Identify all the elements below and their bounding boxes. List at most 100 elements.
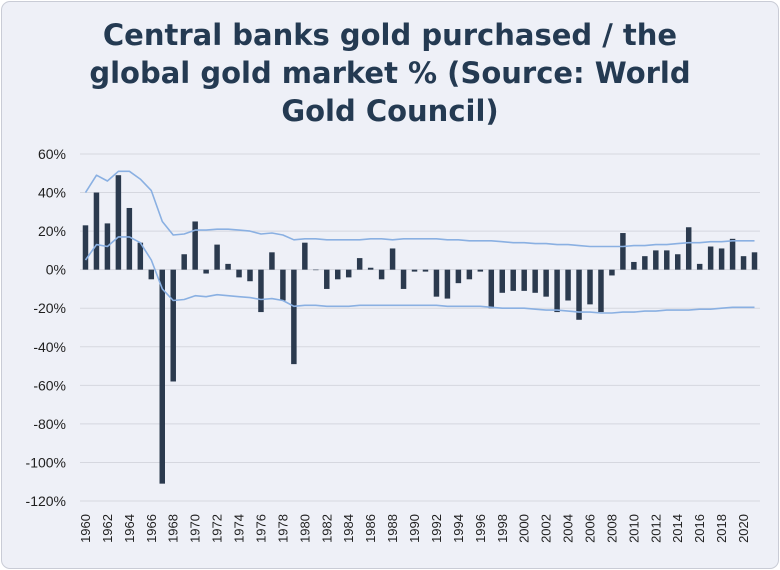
bar bbox=[378, 269, 385, 280]
bar bbox=[126, 207, 133, 270]
bar bbox=[291, 269, 297, 365]
series-line bbox=[84, 236, 755, 314]
x-tick-label: 1976 bbox=[254, 514, 269, 543]
bar bbox=[707, 246, 714, 270]
bar bbox=[302, 242, 308, 270]
bar bbox=[324, 269, 330, 289]
bar bbox=[718, 248, 725, 270]
x-tick-label: 1998 bbox=[495, 514, 510, 543]
bar bbox=[554, 269, 560, 313]
x-tick-label: 1970 bbox=[188, 514, 203, 543]
bar-series bbox=[82, 175, 758, 484]
x-tick-label: 1994 bbox=[451, 514, 466, 543]
bar bbox=[82, 225, 89, 270]
bar bbox=[356, 258, 363, 270]
bar bbox=[455, 269, 462, 284]
y-tick-label: 60% bbox=[38, 146, 66, 162]
x-tick-label: 1964 bbox=[122, 514, 137, 543]
bar bbox=[247, 269, 253, 282]
x-tick-label: 1972 bbox=[210, 514, 225, 543]
x-tick-label: 2000 bbox=[517, 514, 532, 543]
bar bbox=[115, 175, 122, 270]
x-tick-label: 2004 bbox=[561, 514, 576, 543]
bar bbox=[609, 269, 615, 276]
x-tick-label: 2006 bbox=[583, 514, 598, 543]
bar bbox=[532, 269, 538, 293]
gridlines bbox=[80, 153, 760, 502]
bar bbox=[411, 269, 418, 272]
bar bbox=[696, 263, 703, 270]
bar bbox=[433, 269, 440, 297]
bar bbox=[740, 256, 747, 270]
bar bbox=[137, 242, 144, 270]
y-tick-label: -120% bbox=[26, 493, 66, 509]
bar bbox=[587, 269, 593, 305]
bar bbox=[335, 269, 341, 280]
x-tick-label: 2014 bbox=[670, 514, 685, 543]
bar bbox=[675, 254, 681, 270]
bar bbox=[203, 269, 209, 274]
x-tick-label: 2016 bbox=[692, 514, 707, 543]
bar bbox=[598, 269, 604, 313]
x-tick-label: 1962 bbox=[100, 514, 115, 543]
y-axis: 60% 40% 20% 0% -20% -40% -60% -80% -100% -120% bbox=[26, 146, 66, 509]
bar bbox=[444, 269, 451, 299]
bar bbox=[620, 233, 626, 270]
bar bbox=[269, 252, 275, 270]
y-tick-label: -60% bbox=[33, 377, 66, 393]
bar bbox=[389, 248, 396, 270]
bar bbox=[521, 269, 527, 291]
bar bbox=[214, 244, 220, 270]
x-tick-label: 1980 bbox=[297, 514, 312, 543]
chart-title: Central banks gold purchased / the globa… bbox=[89, 18, 691, 128]
x-tick-label: 1986 bbox=[363, 514, 378, 543]
bar bbox=[729, 238, 736, 270]
bar bbox=[345, 269, 352, 278]
bar bbox=[236, 269, 242, 278]
bar bbox=[565, 269, 571, 301]
bar bbox=[280, 269, 286, 301]
x-tick-label: 1968 bbox=[166, 514, 181, 543]
x-tick-label: 2002 bbox=[539, 514, 554, 543]
bar bbox=[751, 252, 758, 270]
series-line bbox=[84, 170, 755, 248]
y-tick-label: 40% bbox=[38, 185, 66, 201]
y-tick-label: -100% bbox=[26, 454, 66, 470]
bar bbox=[148, 269, 155, 280]
line-series bbox=[84, 170, 755, 314]
x-tick-label: 1988 bbox=[385, 514, 400, 543]
bar bbox=[631, 261, 637, 270]
bar bbox=[170, 269, 176, 382]
bar bbox=[477, 269, 484, 272]
x-tick-label: 1992 bbox=[429, 514, 444, 543]
bar bbox=[181, 254, 187, 270]
x-tick-label: 1990 bbox=[407, 514, 422, 543]
x-tick-label: 2018 bbox=[714, 514, 729, 543]
x-tick-label: 1960 bbox=[78, 514, 93, 543]
y-tick-label: -40% bbox=[33, 339, 66, 355]
y-tick-label: -80% bbox=[33, 416, 66, 432]
x-tick-label: 1966 bbox=[144, 514, 159, 543]
bar bbox=[466, 269, 473, 280]
x-tick-label: 1996 bbox=[473, 514, 488, 543]
bar bbox=[543, 269, 549, 297]
bar bbox=[576, 269, 582, 320]
bar bbox=[642, 256, 648, 270]
bar bbox=[93, 192, 100, 270]
bar bbox=[422, 269, 429, 272]
bar bbox=[488, 269, 495, 309]
bar bbox=[367, 267, 374, 270]
bar bbox=[685, 227, 692, 270]
y-tick-label: 20% bbox=[38, 223, 66, 239]
y-tick-label: -20% bbox=[33, 300, 66, 316]
bar bbox=[653, 250, 659, 270]
x-tick-label: 2008 bbox=[604, 514, 619, 543]
x-axis: 1960 1962 1964 1966 1968 1970 1972 1974 1976 1978… bbox=[78, 514, 751, 543]
bar bbox=[499, 269, 505, 293]
x-tick-label: 1978 bbox=[275, 514, 290, 543]
bar bbox=[664, 250, 670, 270]
x-tick-label: 2010 bbox=[626, 514, 641, 543]
bar bbox=[225, 263, 231, 270]
